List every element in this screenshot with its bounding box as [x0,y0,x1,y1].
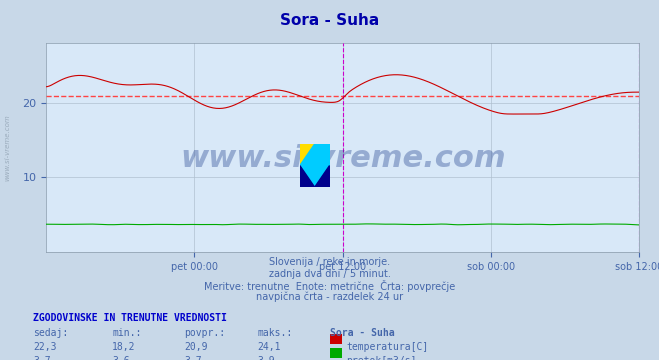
Text: navpična črta - razdelek 24 ur: navpična črta - razdelek 24 ur [256,292,403,302]
Polygon shape [300,166,315,187]
Text: www.si-vreme.com: www.si-vreme.com [5,114,11,181]
Text: min.:: min.: [112,328,142,338]
Text: 3,7: 3,7 [33,356,51,360]
Text: www.si-vreme.com: www.si-vreme.com [180,144,505,172]
Text: sedaj:: sedaj: [33,328,68,338]
Text: 24,1: 24,1 [257,342,281,352]
Polygon shape [300,144,315,166]
Text: temperatura[C]: temperatura[C] [346,342,428,352]
Text: povpr.:: povpr.: [185,328,225,338]
Text: Sora - Suha: Sora - Suha [330,328,394,338]
Text: 22,3: 22,3 [33,342,57,352]
Polygon shape [315,166,330,187]
Text: zadnja dva dni / 5 minut.: zadnja dva dni / 5 minut. [269,269,390,279]
Text: 20,9: 20,9 [185,342,208,352]
Text: maks.:: maks.: [257,328,292,338]
Text: 3,6: 3,6 [112,356,130,360]
Text: pretok[m3/s]: pretok[m3/s] [346,356,416,360]
Text: 3,7: 3,7 [185,356,202,360]
Text: Sora - Suha: Sora - Suha [280,13,379,28]
Text: 18,2: 18,2 [112,342,136,352]
Text: Meritve: trenutne  Enote: metrične  Črta: povprečje: Meritve: trenutne Enote: metrične Črta: … [204,280,455,292]
Text: ZGODOVINSKE IN TRENUTNE VREDNOSTI: ZGODOVINSKE IN TRENUTNE VREDNOSTI [33,313,227,323]
Polygon shape [300,144,330,187]
Text: 3,9: 3,9 [257,356,275,360]
Text: Slovenija / reke in morje.: Slovenija / reke in morje. [269,257,390,267]
